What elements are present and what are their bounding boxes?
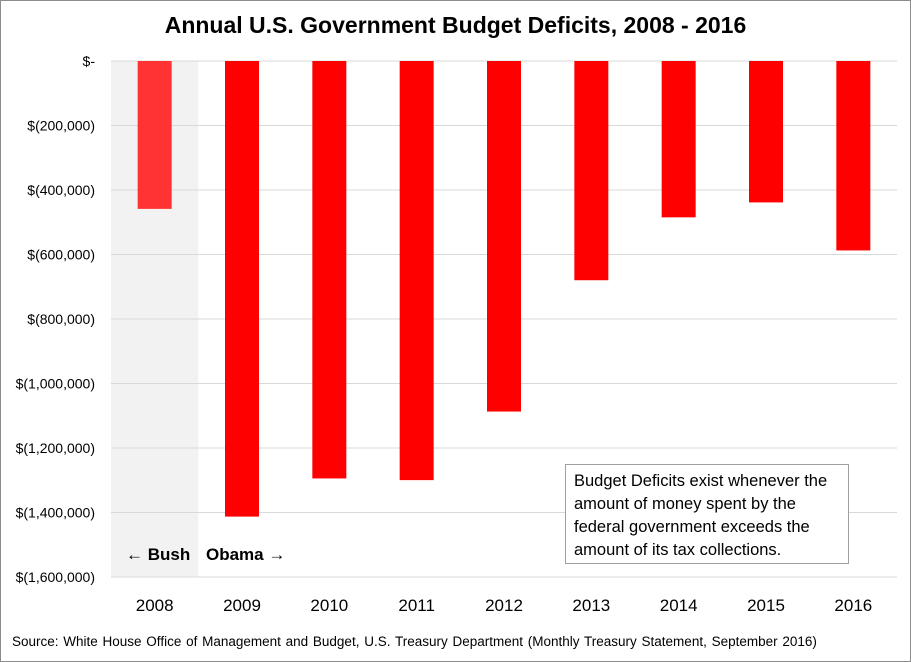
y-tick-label: $(200,000) <box>27 118 95 134</box>
obama-label: Obama → <box>206 545 286 564</box>
bar-2014 <box>661 61 696 218</box>
y-tick-label: $(1,600,000) <box>16 569 95 585</box>
y-tick-label: $- <box>83 53 96 69</box>
bar-2013 <box>574 61 609 281</box>
x-tick-label-2009: 2009 <box>223 596 261 615</box>
x-tick-label-2012: 2012 <box>485 596 523 615</box>
x-tick-label-2010: 2010 <box>310 596 348 615</box>
y-tick-label: $(1,000,000) <box>16 376 95 392</box>
bar-2012 <box>487 61 521 412</box>
bush-label: ← Bush <box>126 545 191 564</box>
chart-title: Annual U.S. Government Budget Deficits, … <box>164 12 747 38</box>
bar-2015 <box>749 61 783 203</box>
x-tick-label-2013: 2013 <box>572 596 610 615</box>
y-tick-label: $(600,000) <box>27 247 95 263</box>
bar-2008 <box>137 61 172 209</box>
bar-2011 <box>399 61 434 481</box>
y-tick-label: $(800,000) <box>27 311 95 327</box>
x-tick-label-2016: 2016 <box>834 596 872 615</box>
bar-2016 <box>836 61 871 251</box>
x-tick-label-2014: 2014 <box>660 596 698 615</box>
source-text: Source: White House Office of Management… <box>12 634 817 649</box>
bar-2010 <box>312 61 347 479</box>
y-tick-labels: $- $(200,000) $(400,000) $(600,000) $(800,00… <box>16 53 96 585</box>
x-tick-labels: 2008 2009 2010 2011 2012 2013 2014 2015 2016 <box>136 596 872 615</box>
deficit-note: Budget Deficits exist whenever the amoun… <box>565 464 849 564</box>
y-tick-label: $(1,400,000) <box>16 505 95 521</box>
y-tick-label: $(1,200,000) <box>16 440 95 456</box>
y-tick-label: $(400,000) <box>27 182 95 198</box>
x-tick-label-2011: 2011 <box>398 596 435 615</box>
bars <box>137 61 871 517</box>
x-tick-label-2008: 2008 <box>136 596 174 615</box>
x-tick-label-2015: 2015 <box>747 596 785 615</box>
bar-2009 <box>225 61 259 517</box>
